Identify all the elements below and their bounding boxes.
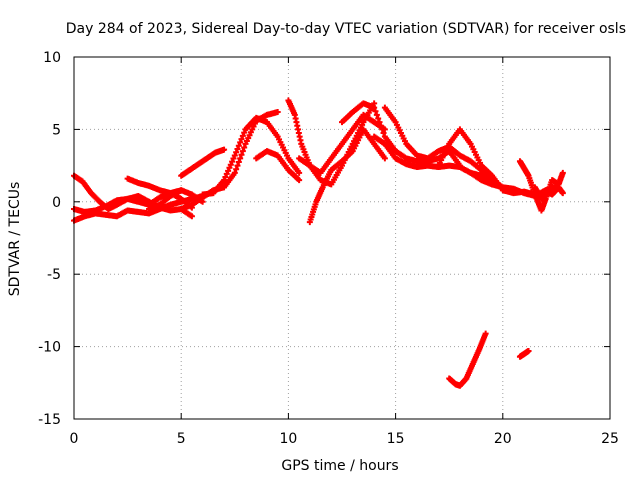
data-point: [234, 162, 241, 169]
data-point: [371, 104, 378, 111]
data-series-arc-i: [306, 126, 388, 226]
data-point: [238, 136, 245, 143]
chart-title: Day 284 of 2023, Sidereal Day-to-day VTE…: [66, 21, 626, 37]
y-tick-label: 5: [52, 122, 61, 138]
data-point: [375, 115, 382, 122]
x-tick-label: 15: [387, 431, 405, 447]
data-series-arc-q: [531, 184, 566, 202]
data-point: [223, 170, 230, 177]
data-point: [296, 169, 303, 176]
data-point: [376, 119, 383, 126]
y-tick-label: -15: [38, 412, 61, 428]
data-point: [239, 132, 246, 139]
data-point: [237, 155, 244, 162]
data-point: [274, 109, 281, 116]
data-series-arc-h: [285, 97, 388, 176]
data-series-arc-p: [516, 158, 566, 214]
data-points: [71, 97, 566, 389]
x-tick-label: 25: [601, 431, 619, 447]
data-point: [230, 155, 237, 162]
x-tick-label: 20: [494, 431, 512, 447]
data-series-arc-b: [124, 175, 195, 211]
x-tick-label: 10: [279, 431, 297, 447]
data-series-arc-k: [339, 100, 463, 169]
data-point: [231, 169, 238, 176]
y-tick-label: -5: [47, 267, 61, 283]
data-point: [233, 166, 240, 173]
axis-ticks: 0 5 10 15 20 25 -15 -10 -5 0 5 10: [38, 50, 619, 447]
data-series-arc-e: [178, 146, 228, 179]
x-axis-label: GPS time / hours: [281, 458, 398, 474]
data-series-arc-j: [296, 100, 378, 188]
data-point: [559, 190, 566, 197]
data-series-arc-c: [146, 187, 206, 213]
data-point: [227, 161, 234, 168]
data-point: [482, 330, 489, 337]
data-series-arc-s: [516, 347, 532, 360]
data-point: [372, 108, 379, 115]
data-point: [221, 177, 228, 184]
plot-frame: [73, 56, 611, 420]
data-series-arc-r: [446, 330, 489, 389]
data-point: [234, 145, 241, 152]
grid-lines: [74, 57, 610, 419]
data-point: [379, 126, 386, 133]
data-point: [380, 130, 387, 137]
y-tick-label: 10: [43, 50, 61, 66]
data-point: [559, 169, 566, 176]
data-point: [238, 151, 245, 158]
data-point: [373, 111, 380, 118]
data-series-arc-g: [253, 148, 303, 184]
data-point: [239, 148, 246, 155]
data-point: [237, 139, 244, 146]
data-point: [377, 122, 384, 129]
data-point: [222, 174, 229, 181]
y-axis-label: SDTVAR / TECUs: [7, 182, 23, 297]
data-point: [241, 144, 248, 151]
x-tick-label: 5: [177, 431, 186, 447]
data-point: [231, 152, 238, 159]
data-point: [221, 146, 228, 153]
y-tick-label: 0: [52, 195, 61, 211]
data-point: [241, 129, 248, 136]
data-point: [225, 167, 232, 174]
y-tick-label: -10: [38, 340, 61, 356]
data-point: [188, 213, 195, 220]
x-tick-label: 0: [70, 431, 79, 447]
data-point: [296, 177, 303, 184]
data-point: [525, 347, 532, 354]
data-point: [381, 155, 388, 162]
data-point: [226, 164, 233, 171]
data-point: [235, 142, 242, 149]
data-point: [235, 158, 242, 165]
data-point: [229, 158, 236, 165]
data-point: [233, 149, 240, 156]
data-series-arc-early-upper: [71, 172, 195, 220]
data-series-arc-f: [199, 114, 303, 198]
